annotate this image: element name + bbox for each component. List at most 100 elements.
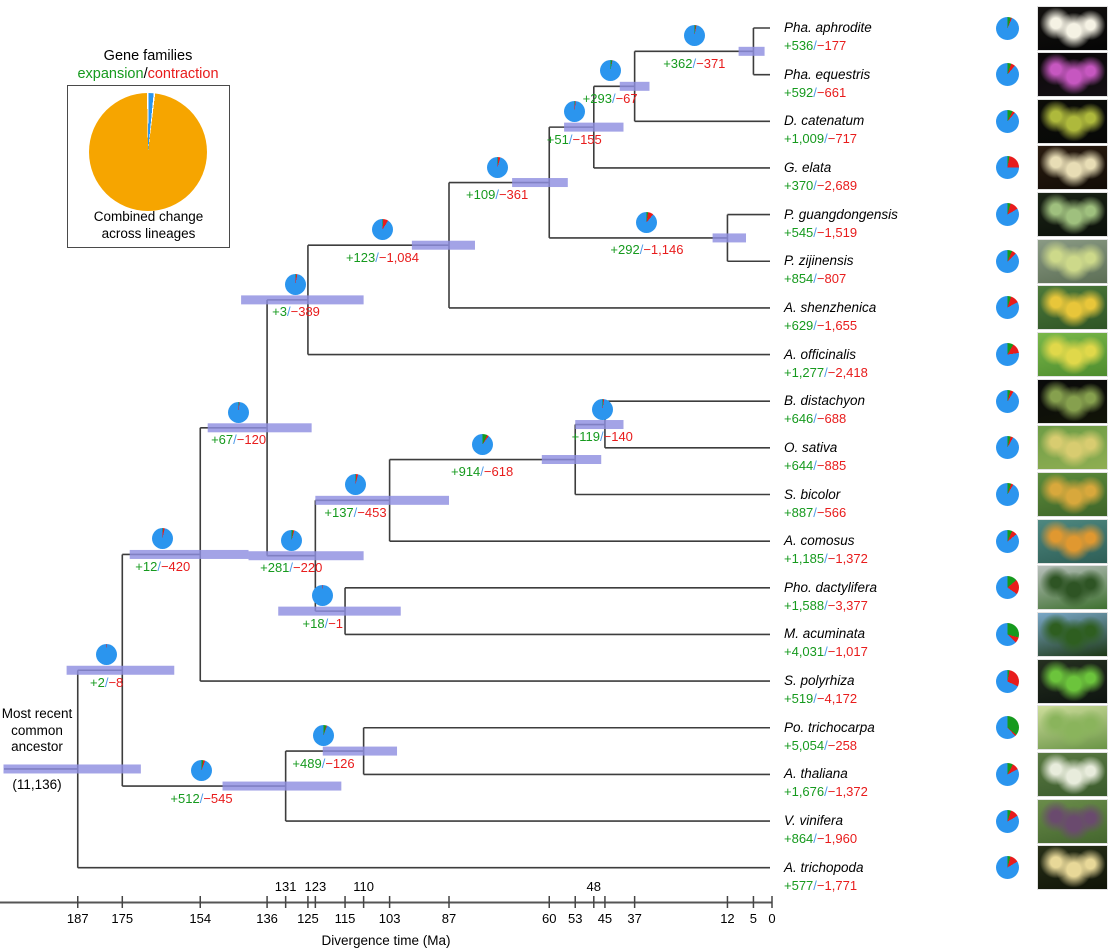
species-photo [1037, 5, 1108, 51]
ci-bar-plat [712, 233, 747, 243]
mrca-label: Most recent common ancestor [0, 706, 75, 756]
node-pie [591, 398, 613, 420]
axis-tick-label: 60 [542, 911, 557, 926]
ci-bar-phal [738, 46, 765, 56]
ci-bar-comm [248, 551, 364, 561]
ci-bar-aspa [241, 295, 364, 305]
species-expansion-contraction: +1,009/−717 [784, 131, 858, 147]
axis-tick-label: 0 [768, 911, 776, 926]
node-pie [96, 644, 118, 666]
species-name: Pho. dactylifera [784, 579, 878, 595]
species-expansion-contraction: +519/−4,172 [784, 691, 858, 707]
ci-bar-mono1 [207, 423, 312, 433]
species-pie [995, 63, 1019, 87]
species-photo [1037, 472, 1108, 517]
axis-top-tick-label: 123 [304, 879, 327, 894]
legend-subtitle: expansion/contraction [48, 66, 248, 82]
species-name: A. trichopoda [784, 859, 864, 875]
node-pie [563, 101, 585, 123]
species-pie [995, 716, 1019, 740]
species-name: M. acuminata [784, 626, 866, 642]
species-pie [995, 576, 1019, 600]
species-name: O. sativa [784, 439, 838, 455]
species-name: Pha. aphrodite [784, 20, 872, 35]
node-expansion-contraction: +512/−545 [170, 790, 233, 806]
legend-contraction-label: contraction [147, 66, 219, 82]
species-expansion-contraction: +1,185/−1,372 [784, 551, 868, 567]
node-pie [372, 219, 393, 241]
species-photo [1037, 751, 1108, 797]
species-expansion-contraction: +536/−177 [784, 38, 847, 53]
species-photo [1037, 565, 1108, 611]
species-expansion-contraction: +370/−2,689 [784, 177, 858, 193]
node-pie [191, 760, 213, 782]
ci-bar-phalDend [619, 81, 650, 91]
species-expansion-contraction: +646/−688 [784, 411, 847, 427]
node-pie [345, 474, 367, 496]
combined-change-pie [89, 93, 207, 211]
legend-expansion-label: expansion [77, 66, 144, 82]
species-name: G. elata [784, 159, 832, 175]
axis-tick-label: 136 [256, 911, 278, 926]
species-pie [995, 622, 1019, 646]
axis-tick-label: 87 [441, 911, 457, 926]
species-name: A. officinalis [784, 346, 857, 362]
ci-bar-grass [541, 455, 602, 465]
axis-title: Divergence time (Ma) [321, 933, 451, 948]
ci-bar-root [3, 764, 141, 774]
axis-tick-label: 175 [111, 911, 134, 926]
ci-bar-angio1 [66, 665, 175, 675]
node-expansion-contraction: +67/−120 [211, 432, 267, 448]
node-pie [313, 725, 335, 747]
legend-caption-line1: Combined change [93, 209, 204, 224]
species-name: S. polyrhiza [784, 673, 855, 689]
axis-top-tick-label: 110 [353, 879, 374, 894]
species-photo [1037, 238, 1108, 284]
species-pie [995, 249, 1019, 273]
node-pie [280, 529, 302, 551]
mrca-label-line3: ancestor [11, 739, 63, 754]
species-name: A. thaliana [784, 766, 848, 782]
species-expansion-contraction: +1,277/−2,418 [784, 364, 868, 380]
species-expansion-contraction: +1,588/−3,377 [784, 597, 868, 613]
species-name: B. distachyon [784, 393, 866, 409]
species-name: A. comosus [784, 533, 855, 549]
axis-tick-label: 187 [66, 911, 89, 926]
species-photo [1037, 798, 1108, 844]
species-pie [995, 109, 1019, 133]
species-pie [995, 483, 1019, 506]
ci-bar-bop [575, 420, 624, 430]
species-name: Pha. equestris [784, 66, 871, 82]
node-expansion-contraction: +489/−126 [292, 755, 355, 771]
axis-tick-label: 37 [627, 911, 642, 926]
species-expansion-contraction: +864/−1,960 [784, 831, 858, 847]
species-pie [995, 669, 1019, 693]
legend-caption: Combined change across lineages [67, 209, 230, 242]
node-pie [285, 273, 307, 295]
ci-bar-poales [315, 495, 450, 505]
species-name: V. vinifera [784, 813, 844, 829]
axis-tick-label: 53 [567, 911, 583, 926]
species-photo [1037, 705, 1108, 751]
node-expansion-contraction: +292/−1,146 [610, 242, 684, 258]
node-expansion-contraction: +18/−1 [302, 615, 344, 631]
species-name: A. shenzhenica [784, 299, 877, 315]
species-expansion-contraction: +592/−661 [784, 84, 847, 100]
species-expansion-contraction: +1,676/−1,372 [784, 784, 868, 800]
mrca-label-line1: Most recent [1, 706, 73, 721]
species-pie [995, 389, 1019, 413]
species-pie [995, 856, 1019, 880]
species-pie [995, 203, 1019, 227]
species-expansion-contraction: +644/−885 [784, 457, 847, 473]
species-photo [1037, 52, 1108, 98]
legend-separator: / [143, 66, 148, 82]
species-pie [995, 762, 1019, 786]
node-pie [599, 60, 621, 82]
ci-bar-rosid [322, 746, 398, 756]
species-pie [995, 436, 1019, 460]
species-pie [995, 156, 1019, 180]
ci-bar-orch [411, 240, 475, 250]
node-expansion-contraction: +123/−1,084 [345, 249, 419, 265]
